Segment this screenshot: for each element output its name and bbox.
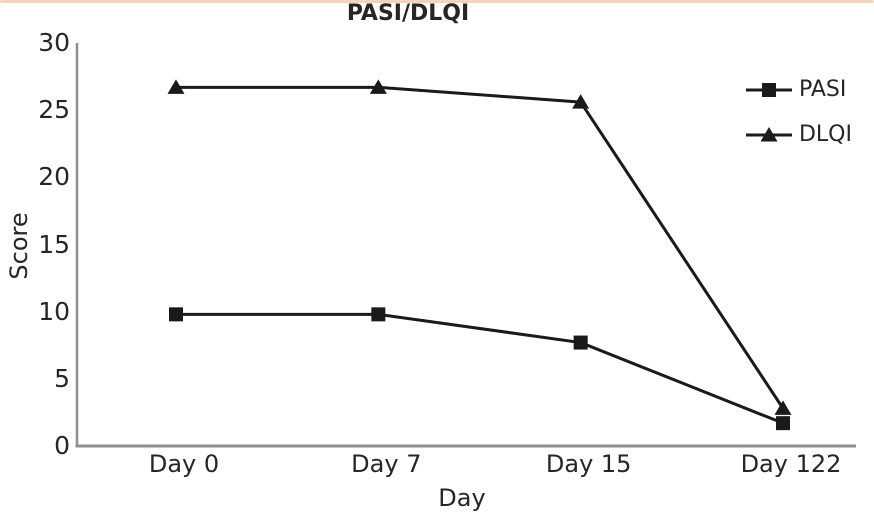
top-accent-border — [0, 0, 874, 3]
legend-label-dlqi: DLQI — [798, 122, 852, 147]
legend: PASI DLQI — [745, 76, 852, 166]
y-tick-label: 30 — [38, 28, 70, 57]
legend-label-pasi: PASI — [798, 77, 847, 102]
x-axis-title: Day — [438, 484, 486, 512]
y-tick-label: 25 — [38, 95, 70, 125]
y-tick-label: 0 — [54, 431, 70, 460]
y-tick-label: 10 — [38, 296, 70, 326]
y-tick-label: 15 — [38, 229, 70, 259]
y-tick-label: 20 — [38, 162, 70, 192]
x-tick-label: Day 0 — [148, 450, 220, 478]
legend-marker-triangle-icon — [745, 127, 792, 142]
x-tick-label: Day 122 — [740, 450, 842, 478]
x-tick-label: Day 7 — [351, 450, 422, 478]
legend-item-pasi: PASI — [745, 76, 852, 104]
y-tick-label: 5 — [54, 363, 70, 393]
legend-marker-square-icon — [745, 83, 792, 97]
chart-title: PASI/DLQI — [346, 1, 470, 26]
x-tick-label: Day 15 — [545, 450, 632, 478]
legend-item-dlqi: DLQI — [745, 121, 852, 149]
